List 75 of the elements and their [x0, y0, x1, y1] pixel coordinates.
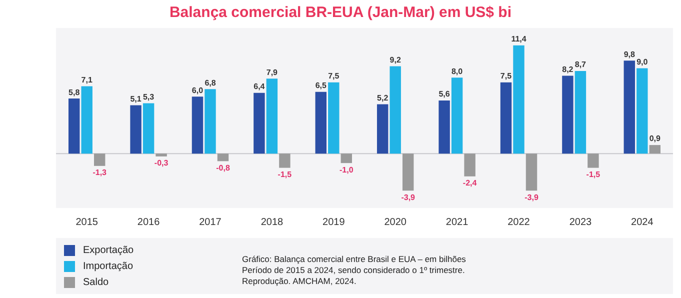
bar — [279, 154, 290, 168]
bar — [636, 68, 648, 154]
bar — [624, 60, 636, 154]
x-tick-label: 2018 — [260, 216, 284, 228]
bar — [340, 154, 352, 164]
bar — [438, 100, 450, 154]
x-tick-label: 2017 — [199, 216, 222, 228]
data-label: 0,9 — [649, 134, 662, 144]
legend-label: Saldo — [83, 276, 109, 288]
bar — [649, 145, 661, 154]
data-label: -3,9 — [524, 192, 539, 202]
x-tick-label: 2020 — [384, 216, 407, 228]
bar — [402, 154, 414, 191]
bar — [254, 92, 265, 154]
bar — [81, 86, 92, 154]
data-label: -3,9 — [401, 192, 416, 202]
data-label: 9,8 — [624, 50, 636, 59]
data-label: 9,2 — [390, 55, 402, 64]
data-label: 9,0 — [636, 57, 648, 66]
data-label: -0,3 — [154, 158, 169, 168]
bar — [588, 154, 599, 168]
bar — [94, 154, 106, 166]
bar — [390, 66, 401, 154]
bar — [500, 82, 512, 154]
bar — [328, 82, 340, 154]
x-tick-label: 2019 — [322, 216, 346, 228]
data-label: 7,9 — [266, 68, 278, 77]
bar — [142, 103, 154, 154]
bar — [68, 98, 80, 154]
bar — [376, 104, 388, 154]
data-label: 6,0 — [192, 86, 204, 95]
bar — [192, 96, 204, 154]
data-label: -1,0 — [340, 165, 354, 174]
bar — [130, 105, 142, 154]
data-label: 5,6 — [438, 90, 450, 99]
data-label: 5,3 — [142, 92, 155, 102]
data-label: -2,4 — [462, 178, 478, 188]
data-label: -1,3 — [92, 168, 108, 178]
data-label: -0,8 — [216, 163, 230, 172]
bar — [526, 154, 538, 191]
data-label: 7,5 — [500, 72, 512, 81]
bar — [217, 154, 229, 162]
data-label: 7,5 — [328, 72, 340, 81]
data-label: 6,5 — [315, 81, 328, 90]
x-tick-label: 2015 — [76, 216, 98, 228]
bar — [266, 78, 278, 154]
x-tick-label: 2021 — [446, 216, 469, 228]
legend-label: Exportação — [83, 244, 134, 256]
bar — [464, 154, 476, 176]
data-label: 8,7 — [574, 60, 587, 70]
x-tick-label: 2016 — [137, 216, 160, 228]
x-tick-label: 2022 — [508, 216, 530, 228]
data-label: 6,8 — [204, 78, 216, 88]
data-label: 5,1 — [130, 94, 142, 104]
data-label: 6,4 — [254, 82, 266, 92]
x-tick-label: 2024 — [631, 216, 654, 228]
data-label: 5,8 — [68, 88, 80, 97]
bar — [204, 89, 216, 154]
bar — [574, 71, 586, 154]
bar — [513, 45, 524, 154]
data-label: 5,2 — [377, 93, 389, 102]
text: Gráfico: Balança comercial entre Brasil e EUA – em bilhões Período de 2015 a 2024, sendo considerado o 1º trimestre. Reprodução. AMCHAM, 2024. — [242, 254, 466, 287]
bar — [315, 92, 327, 154]
bar — [451, 78, 463, 154]
x-tick-label: 2023 — [569, 216, 592, 228]
data-label: 8,0 — [451, 66, 464, 76]
data-label: 11,4 — [511, 34, 527, 44]
data-label: -1,5 — [586, 170, 601, 180]
data-label: -1,5 — [278, 170, 292, 180]
legend-label: Importação — [83, 260, 134, 272]
bar — [562, 76, 574, 154]
chart-title: Balança comercial BR-EUA (Jan-Mar) em US$ bi — [168, 3, 513, 23]
bar — [156, 154, 167, 156]
data-label: 8,2 — [562, 64, 574, 74]
data-label: 7,1 — [81, 75, 93, 84]
